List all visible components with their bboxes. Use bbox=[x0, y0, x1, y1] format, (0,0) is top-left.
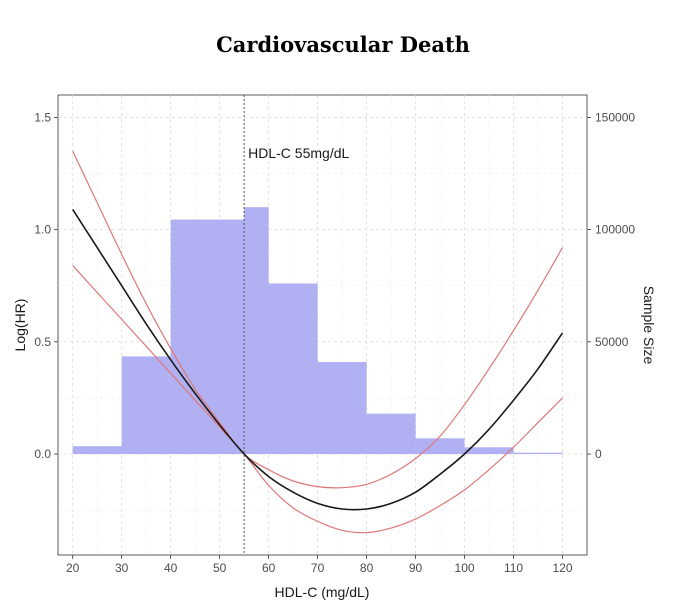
histogram-bar bbox=[464, 447, 514, 455]
x-axis-label: HDL-C (mg/dL) bbox=[275, 584, 370, 600]
y2-tick-label: 150000 bbox=[595, 110, 635, 124]
x-tick-label: 20 bbox=[66, 561, 80, 575]
y2-tick-label: 100000 bbox=[595, 223, 635, 237]
x-tick-label: 90 bbox=[409, 561, 423, 575]
histogram-bar bbox=[415, 438, 465, 455]
histogram-bar bbox=[121, 356, 171, 455]
reference-line-label: HDL-C 55mg/dL bbox=[248, 145, 349, 161]
x-tick-label: 40 bbox=[164, 561, 178, 575]
y2-tick-label: 50000 bbox=[595, 335, 629, 349]
x-tick-label: 50 bbox=[213, 561, 227, 575]
histogram-bar bbox=[219, 219, 245, 455]
lower-ci-curve bbox=[72, 265, 563, 534]
y-tick-label: 0.5 bbox=[34, 335, 51, 349]
upper-ci-curve bbox=[72, 150, 564, 489]
y-tick-label: 1.5 bbox=[34, 110, 51, 124]
histogram-bar bbox=[366, 413, 416, 455]
x-tick-label: 30 bbox=[115, 561, 129, 575]
histogram bbox=[72, 207, 563, 455]
histogram-bar bbox=[268, 283, 318, 455]
x-tick-label: 80 bbox=[360, 561, 374, 575]
y-axis-label: Log(HR) bbox=[12, 299, 28, 352]
axis-ticks: 20 30 40 50 60 70 80 90 100 110 120 0.0 0.5 1.0 1.5 0 50… bbox=[34, 110, 635, 575]
histogram-bar bbox=[72, 446, 122, 455]
chart-title: Cardiovascular Death bbox=[216, 32, 470, 57]
y-tick-label: 1.0 bbox=[34, 223, 51, 237]
histogram-bar bbox=[317, 362, 367, 455]
x-tick-label: 120 bbox=[552, 561, 572, 575]
histogram-bar bbox=[513, 452, 563, 455]
y-tick-label: 0.0 bbox=[34, 447, 51, 461]
x-tick-label: 70 bbox=[311, 561, 325, 575]
reference-line-group: HDL-C 55mg/dL bbox=[243, 95, 349, 555]
y2-tick-label: 0 bbox=[595, 447, 602, 461]
curves bbox=[72, 150, 564, 534]
x-tick-label: 110 bbox=[504, 561, 523, 575]
histogram-bar bbox=[244, 207, 269, 455]
estimate-curve bbox=[72, 208, 564, 511]
plot-panel bbox=[57, 94, 588, 556]
y2-axis-label: Sample Size bbox=[641, 286, 657, 365]
x-tick-label: 100 bbox=[455, 561, 475, 575]
x-tick-label: 60 bbox=[262, 561, 276, 575]
